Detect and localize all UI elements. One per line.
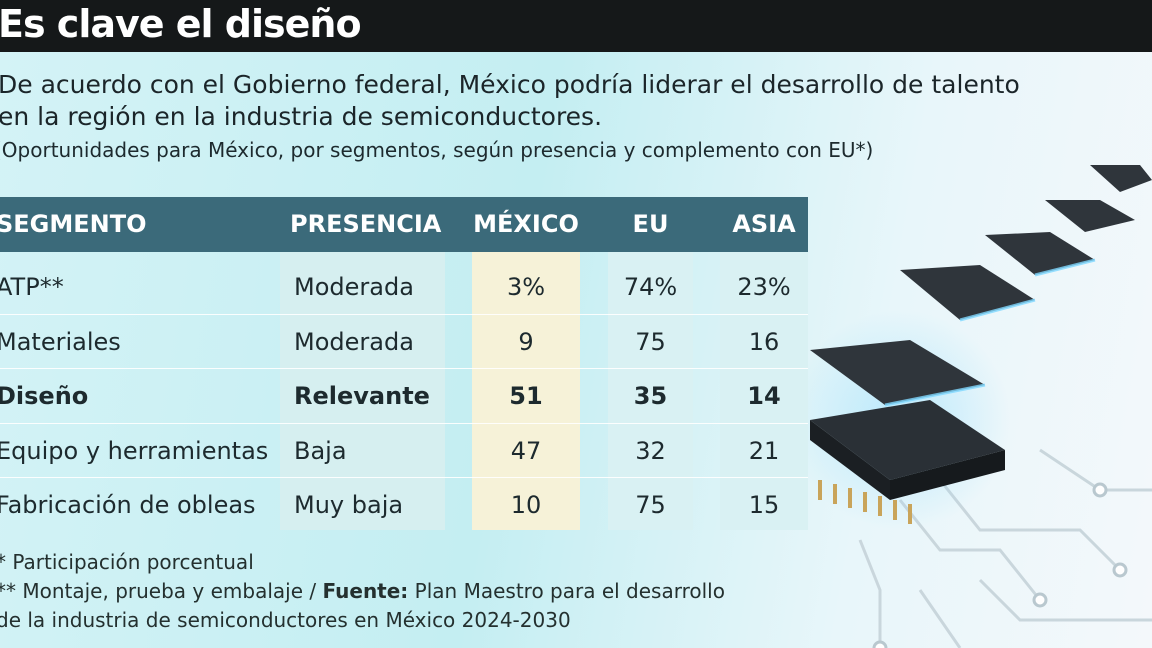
table-cell: 47 bbox=[510, 436, 542, 465]
table-cell: 16 bbox=[748, 327, 780, 356]
source-text: Plan Maestro para el desarrollo bbox=[414, 579, 725, 603]
table-cell: 51 bbox=[509, 382, 543, 410]
column-header: ASIA bbox=[732, 210, 796, 238]
table-cell: Moderada bbox=[294, 273, 414, 301]
row-separator bbox=[0, 477, 808, 478]
table-cell: 21 bbox=[748, 436, 780, 465]
source-text: de la industria de semiconductores en Mé… bbox=[0, 608, 571, 632]
table-cell: 10 bbox=[510, 491, 542, 519]
table-cell: Muy baja bbox=[294, 491, 404, 519]
row-separator bbox=[0, 422, 808, 424]
table-cell: 15 bbox=[748, 491, 780, 519]
source-label: Fuente: bbox=[322, 579, 409, 603]
title-bar bbox=[0, 0, 1152, 52]
table-cell: 35 bbox=[633, 382, 668, 410]
header-row bbox=[0, 197, 808, 252]
footnote: * Participación porcentual bbox=[0, 550, 254, 574]
table-cell: Moderada bbox=[294, 327, 414, 356]
source: ** Montaje, prueba y embalaje / Fuente: … bbox=[0, 579, 725, 603]
row-separator bbox=[0, 368, 808, 369]
table-cell: 14 bbox=[747, 382, 781, 410]
table-cell: 23% bbox=[737, 273, 791, 301]
column-header: MÉXICO bbox=[473, 210, 579, 238]
column-background bbox=[608, 252, 693, 530]
table-cell: 74% bbox=[623, 273, 678, 301]
table-cell: Equipo y herramientas bbox=[0, 436, 269, 465]
intro-line: en la región en la industria de semicond… bbox=[0, 102, 603, 131]
column-header: EU bbox=[632, 210, 669, 238]
table-cell: 32 bbox=[635, 436, 666, 465]
table-cell: ATP** bbox=[0, 273, 64, 301]
column-background bbox=[280, 252, 445, 530]
table-cell: 75 bbox=[635, 491, 666, 519]
column-background bbox=[720, 252, 808, 530]
column-header: SEGMENTO bbox=[0, 210, 147, 238]
title: Es clave el diseño bbox=[0, 2, 362, 46]
table-cell: Baja bbox=[294, 436, 347, 465]
column-header: PRESENCIA bbox=[290, 210, 442, 238]
intro-line: De acuerdo con el Gobierno federal, Méxi… bbox=[0, 70, 1020, 99]
table-cell: 3% bbox=[506, 273, 546, 301]
table-cell: 9 bbox=[518, 327, 534, 356]
table-cell: Relevante bbox=[294, 382, 430, 410]
table-cell: Fabricación de obleas bbox=[0, 491, 256, 519]
table-cell: Diseño bbox=[0, 382, 89, 410]
table-cell: 75 bbox=[635, 327, 666, 356]
row-separator bbox=[0, 313, 808, 315]
subtitle: (Oportunidades para México, por segmento… bbox=[0, 138, 874, 162]
source-note: ** Montaje, prueba y embalaje / bbox=[0, 579, 317, 603]
column-background bbox=[472, 252, 580, 530]
chips-illustration bbox=[790, 165, 1152, 648]
table-cell: Materiales bbox=[0, 327, 121, 356]
